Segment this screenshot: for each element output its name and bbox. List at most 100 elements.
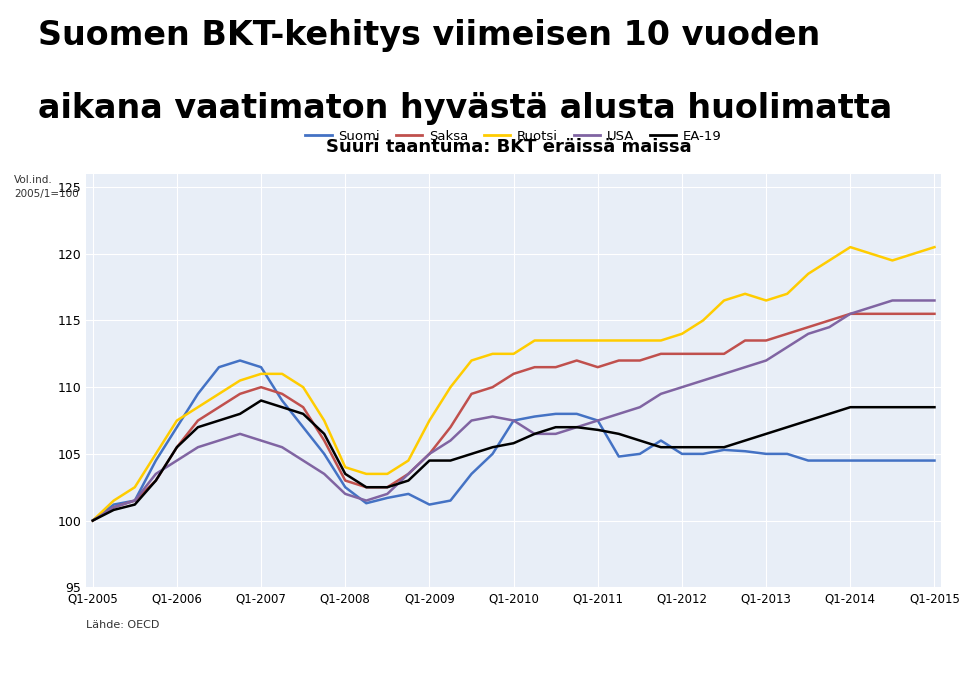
EA-19 xyxy=(781,423,793,432)
Ruotsi xyxy=(298,383,309,391)
Ruotsi xyxy=(655,336,666,345)
Saksa xyxy=(613,357,625,365)
Ruotsi xyxy=(613,336,625,345)
Suomi xyxy=(866,457,877,465)
Suomi xyxy=(571,409,583,418)
Saksa xyxy=(760,336,772,345)
Text: Suomen BKT-kehitys viimeisen 10 vuoden: Suomen BKT-kehitys viimeisen 10 vuoden xyxy=(38,19,820,51)
Ruotsi xyxy=(803,270,814,278)
Ruotsi xyxy=(213,390,225,398)
Saksa xyxy=(87,516,99,525)
Suomi xyxy=(319,450,330,458)
Saksa xyxy=(319,436,330,445)
Suomi xyxy=(129,496,140,505)
EA-19 xyxy=(508,439,519,448)
Ruotsi xyxy=(234,377,246,385)
EA-19 xyxy=(760,430,772,438)
Ruotsi xyxy=(466,357,477,365)
Saksa xyxy=(803,323,814,332)
Suomi xyxy=(255,363,267,371)
EA-19 xyxy=(255,396,267,404)
Suomi xyxy=(697,450,708,458)
Ruotsi xyxy=(845,243,856,252)
EA-19 xyxy=(739,436,751,445)
Suomi xyxy=(739,447,751,455)
Ruotsi xyxy=(444,383,456,391)
USA xyxy=(298,457,309,465)
Suomi xyxy=(381,493,393,502)
Ruotsi xyxy=(739,290,751,298)
Ruotsi xyxy=(866,250,877,258)
Saksa xyxy=(866,310,877,318)
Ruotsi xyxy=(340,463,351,471)
EA-19 xyxy=(87,516,99,525)
Saksa xyxy=(676,350,687,358)
Suomi xyxy=(635,450,646,458)
Ruotsi xyxy=(571,336,583,345)
Line: USA: USA xyxy=(93,300,934,521)
Saksa xyxy=(571,357,583,365)
Text: 2005/1=100: 2005/1=100 xyxy=(14,189,79,199)
Text: THE RESEARCH INSTITUTE OF THE FINNISH ECONOMY: THE RESEARCH INSTITUTE OF THE FINNISH EC… xyxy=(10,674,366,687)
EA-19 xyxy=(613,430,625,438)
EA-19 xyxy=(340,470,351,478)
EA-19 xyxy=(529,430,540,438)
Text: Suuri taantuma: BKT eräissä maissa: Suuri taantuma: BKT eräissä maissa xyxy=(326,138,691,156)
USA xyxy=(550,430,562,438)
USA xyxy=(108,503,119,512)
USA xyxy=(635,403,646,411)
Saksa xyxy=(529,363,540,371)
EA-19 xyxy=(319,430,330,438)
USA xyxy=(361,496,372,505)
EA-19 xyxy=(298,409,309,418)
Ruotsi xyxy=(361,470,372,478)
EA-19 xyxy=(592,426,604,434)
Ruotsi xyxy=(824,256,835,265)
Text: Lähde: OECD: Lähde: OECD xyxy=(86,620,159,630)
USA xyxy=(845,310,856,318)
USA xyxy=(739,363,751,371)
USA xyxy=(423,450,435,458)
Suomi xyxy=(276,396,288,404)
Suomi xyxy=(676,450,687,458)
Saksa xyxy=(887,310,899,318)
USA xyxy=(234,430,246,438)
USA xyxy=(781,343,793,352)
Text: ELINKEINOELÄMÄN TUTKIMUSLAITOS, ETLA: ELINKEINOELÄMÄN TUTKIMUSLAITOS, ETLA xyxy=(10,653,299,667)
EA-19 xyxy=(361,483,372,491)
Suomi xyxy=(760,450,772,458)
Saksa xyxy=(192,416,204,425)
Ruotsi xyxy=(423,416,435,425)
Suomi xyxy=(718,445,730,454)
EA-19 xyxy=(928,403,940,411)
Suomi xyxy=(655,436,666,445)
Ruotsi xyxy=(129,483,140,491)
Saksa xyxy=(592,363,604,371)
Line: EA-19: EA-19 xyxy=(93,400,934,521)
Suomi xyxy=(423,500,435,509)
Text: aikana vaatimaton hyvästä alusta huolimatta: aikana vaatimaton hyvästä alusta huolima… xyxy=(38,92,892,124)
Ruotsi xyxy=(781,290,793,298)
Saksa xyxy=(928,310,940,318)
Ruotsi xyxy=(487,350,498,358)
USA xyxy=(529,430,540,438)
Suomi xyxy=(613,452,625,461)
Saksa xyxy=(340,476,351,484)
Suomi xyxy=(781,450,793,458)
USA xyxy=(803,329,814,338)
Saksa xyxy=(466,390,477,398)
Suomi xyxy=(150,457,161,465)
Suomi xyxy=(192,390,204,398)
Saksa xyxy=(361,483,372,491)
Ruotsi xyxy=(192,403,204,411)
Ruotsi xyxy=(529,336,540,345)
EA-19 xyxy=(655,443,666,451)
Ruotsi xyxy=(635,336,646,345)
Saksa xyxy=(697,350,708,358)
Saksa xyxy=(845,310,856,318)
Saksa xyxy=(444,423,456,432)
EA-19 xyxy=(487,443,498,451)
Suomi xyxy=(803,457,814,465)
Saksa xyxy=(739,336,751,345)
Suomi xyxy=(298,423,309,432)
